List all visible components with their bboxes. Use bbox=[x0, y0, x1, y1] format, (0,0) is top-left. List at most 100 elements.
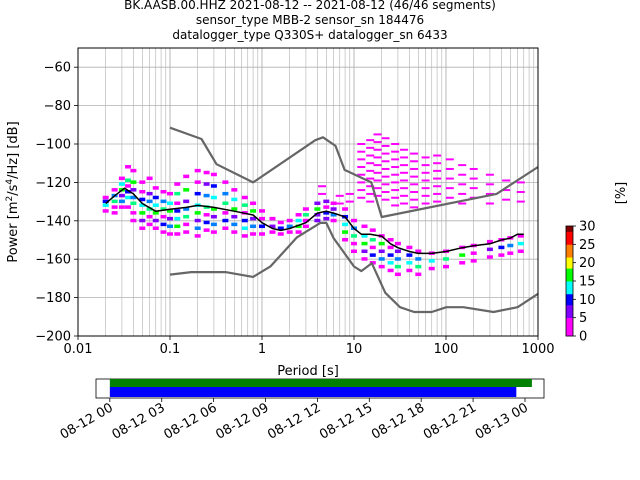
coverage-tick-label: 08-13 00 bbox=[473, 400, 531, 442]
colorbar-segment bbox=[566, 304, 573, 308]
density-cell bbox=[222, 191, 229, 196]
x-axis-label: Period [s] bbox=[277, 364, 339, 379]
density-cell bbox=[406, 245, 413, 250]
chart-title-line-1: BK.AASB.00.HHZ 2021-08-12 -- 2021-08-12 … bbox=[124, 0, 496, 12]
density-cell-sparse bbox=[366, 200, 375, 203]
density-cell bbox=[361, 241, 368, 246]
density-cell bbox=[118, 193, 125, 198]
density-cell bbox=[102, 195, 109, 200]
density-cell-sparse bbox=[381, 160, 390, 163]
density-cell bbox=[222, 180, 229, 184]
density-cell bbox=[139, 190, 146, 194]
density-cell bbox=[517, 249, 524, 254]
density-cell bbox=[330, 207, 337, 211]
colorbar-segment bbox=[566, 233, 573, 236]
chart-title-line-2: sensor_type MBB-2 sensor_sn 184476 bbox=[195, 13, 425, 27]
colorbar-segment bbox=[566, 315, 573, 319]
colorbar-segment bbox=[566, 279, 573, 282]
y-axis-ticks: −60 −80 −100 −120 −140 −160 −180 −200 bbox=[35, 61, 78, 345]
density-cell bbox=[167, 216, 173, 221]
density-cell bbox=[259, 224, 265, 229]
y-tick-label: −180 bbox=[35, 291, 71, 306]
density-cell-sparse bbox=[421, 179, 430, 182]
colorbar-tick-label: 5 bbox=[579, 311, 587, 326]
density-cell bbox=[160, 199, 167, 204]
colorbar-segment bbox=[566, 248, 573, 251]
colorbar-segment bbox=[566, 282, 573, 286]
density-cell bbox=[118, 199, 125, 204]
density-cell-sparse bbox=[445, 177, 454, 180]
density-cell bbox=[231, 222, 238, 227]
coverage-tick-label: 08-12 03 bbox=[110, 400, 168, 442]
y-axis-label-part: /s bbox=[6, 184, 21, 195]
colorbar-segment bbox=[566, 292, 573, 295]
density-cell-sparse bbox=[502, 198, 511, 201]
density-cell bbox=[222, 211, 229, 215]
y-tick-label: −100 bbox=[35, 138, 71, 153]
x-tick-label: 100 bbox=[434, 342, 459, 357]
density-cell-sparse bbox=[400, 164, 409, 167]
density-cell bbox=[222, 226, 229, 230]
colorbar-segment bbox=[566, 270, 573, 273]
density-cell-sparse bbox=[373, 187, 382, 190]
density-cell bbox=[241, 203, 248, 207]
density-cell-sparse bbox=[357, 158, 366, 161]
density-cell bbox=[241, 234, 248, 238]
density-cell bbox=[167, 201, 173, 206]
density-cell bbox=[160, 207, 167, 211]
density-cell-sparse bbox=[366, 185, 375, 188]
density-cell bbox=[250, 216, 257, 221]
density-cell bbox=[302, 207, 309, 211]
density-cell-sparse bbox=[433, 192, 442, 195]
coverage-tick-label: 08-12 12 bbox=[265, 400, 323, 442]
density-cell bbox=[125, 195, 132, 200]
colorbar-segment bbox=[566, 273, 573, 276]
density-cell-sparse bbox=[485, 183, 494, 186]
density-cell bbox=[394, 257, 401, 261]
colorbar-tick-label: 25 bbox=[579, 238, 596, 253]
colorbar-segment bbox=[566, 286, 573, 289]
density-cell bbox=[295, 218, 302, 223]
x-tick-label: 1000 bbox=[521, 342, 554, 357]
density-cell bbox=[183, 214, 190, 219]
density-cell bbox=[167, 232, 173, 236]
colorbar-segment bbox=[566, 301, 573, 304]
density-cell bbox=[130, 180, 137, 184]
density-cell-sparse bbox=[373, 148, 382, 151]
density-layer bbox=[102, 133, 525, 277]
density-cell bbox=[146, 222, 153, 227]
colorbar-segment bbox=[566, 238, 573, 242]
density-cell bbox=[194, 218, 201, 223]
density-cell-sparse bbox=[366, 154, 375, 157]
density-cell bbox=[183, 222, 190, 227]
density-cell-sparse bbox=[373, 179, 382, 182]
density-cell bbox=[210, 230, 217, 234]
density-cell-sparse bbox=[410, 175, 419, 178]
density-cell-sparse bbox=[421, 171, 430, 174]
density-cell bbox=[507, 251, 514, 255]
density-cell-sparse bbox=[485, 173, 494, 176]
coverage-tick-label: 08-12 09 bbox=[213, 400, 271, 442]
density-cell-sparse bbox=[357, 143, 366, 145]
density-cell bbox=[387, 268, 394, 273]
density-cell bbox=[118, 176, 125, 181]
colorbar-segment bbox=[566, 308, 573, 311]
density-cell-sparse bbox=[421, 156, 430, 159]
density-cell-sparse bbox=[357, 189, 366, 192]
density-cell bbox=[111, 211, 118, 215]
density-cell bbox=[361, 224, 368, 229]
density-cell bbox=[459, 261, 466, 265]
density-cell bbox=[314, 213, 321, 217]
density-cell bbox=[183, 230, 190, 234]
density-cell bbox=[302, 218, 309, 223]
colorbar-tick-label: 20 bbox=[579, 256, 596, 271]
density-cell bbox=[394, 241, 401, 246]
density-cell bbox=[406, 268, 413, 273]
colorbar-segment bbox=[566, 328, 573, 331]
colorbar: 0 5 10 15 20 25 30 bbox=[565, 220, 596, 345]
density-cell bbox=[241, 226, 248, 230]
density-cell-sparse bbox=[410, 183, 419, 186]
colorbar-segment bbox=[566, 310, 573, 313]
density-cell bbox=[498, 245, 505, 250]
